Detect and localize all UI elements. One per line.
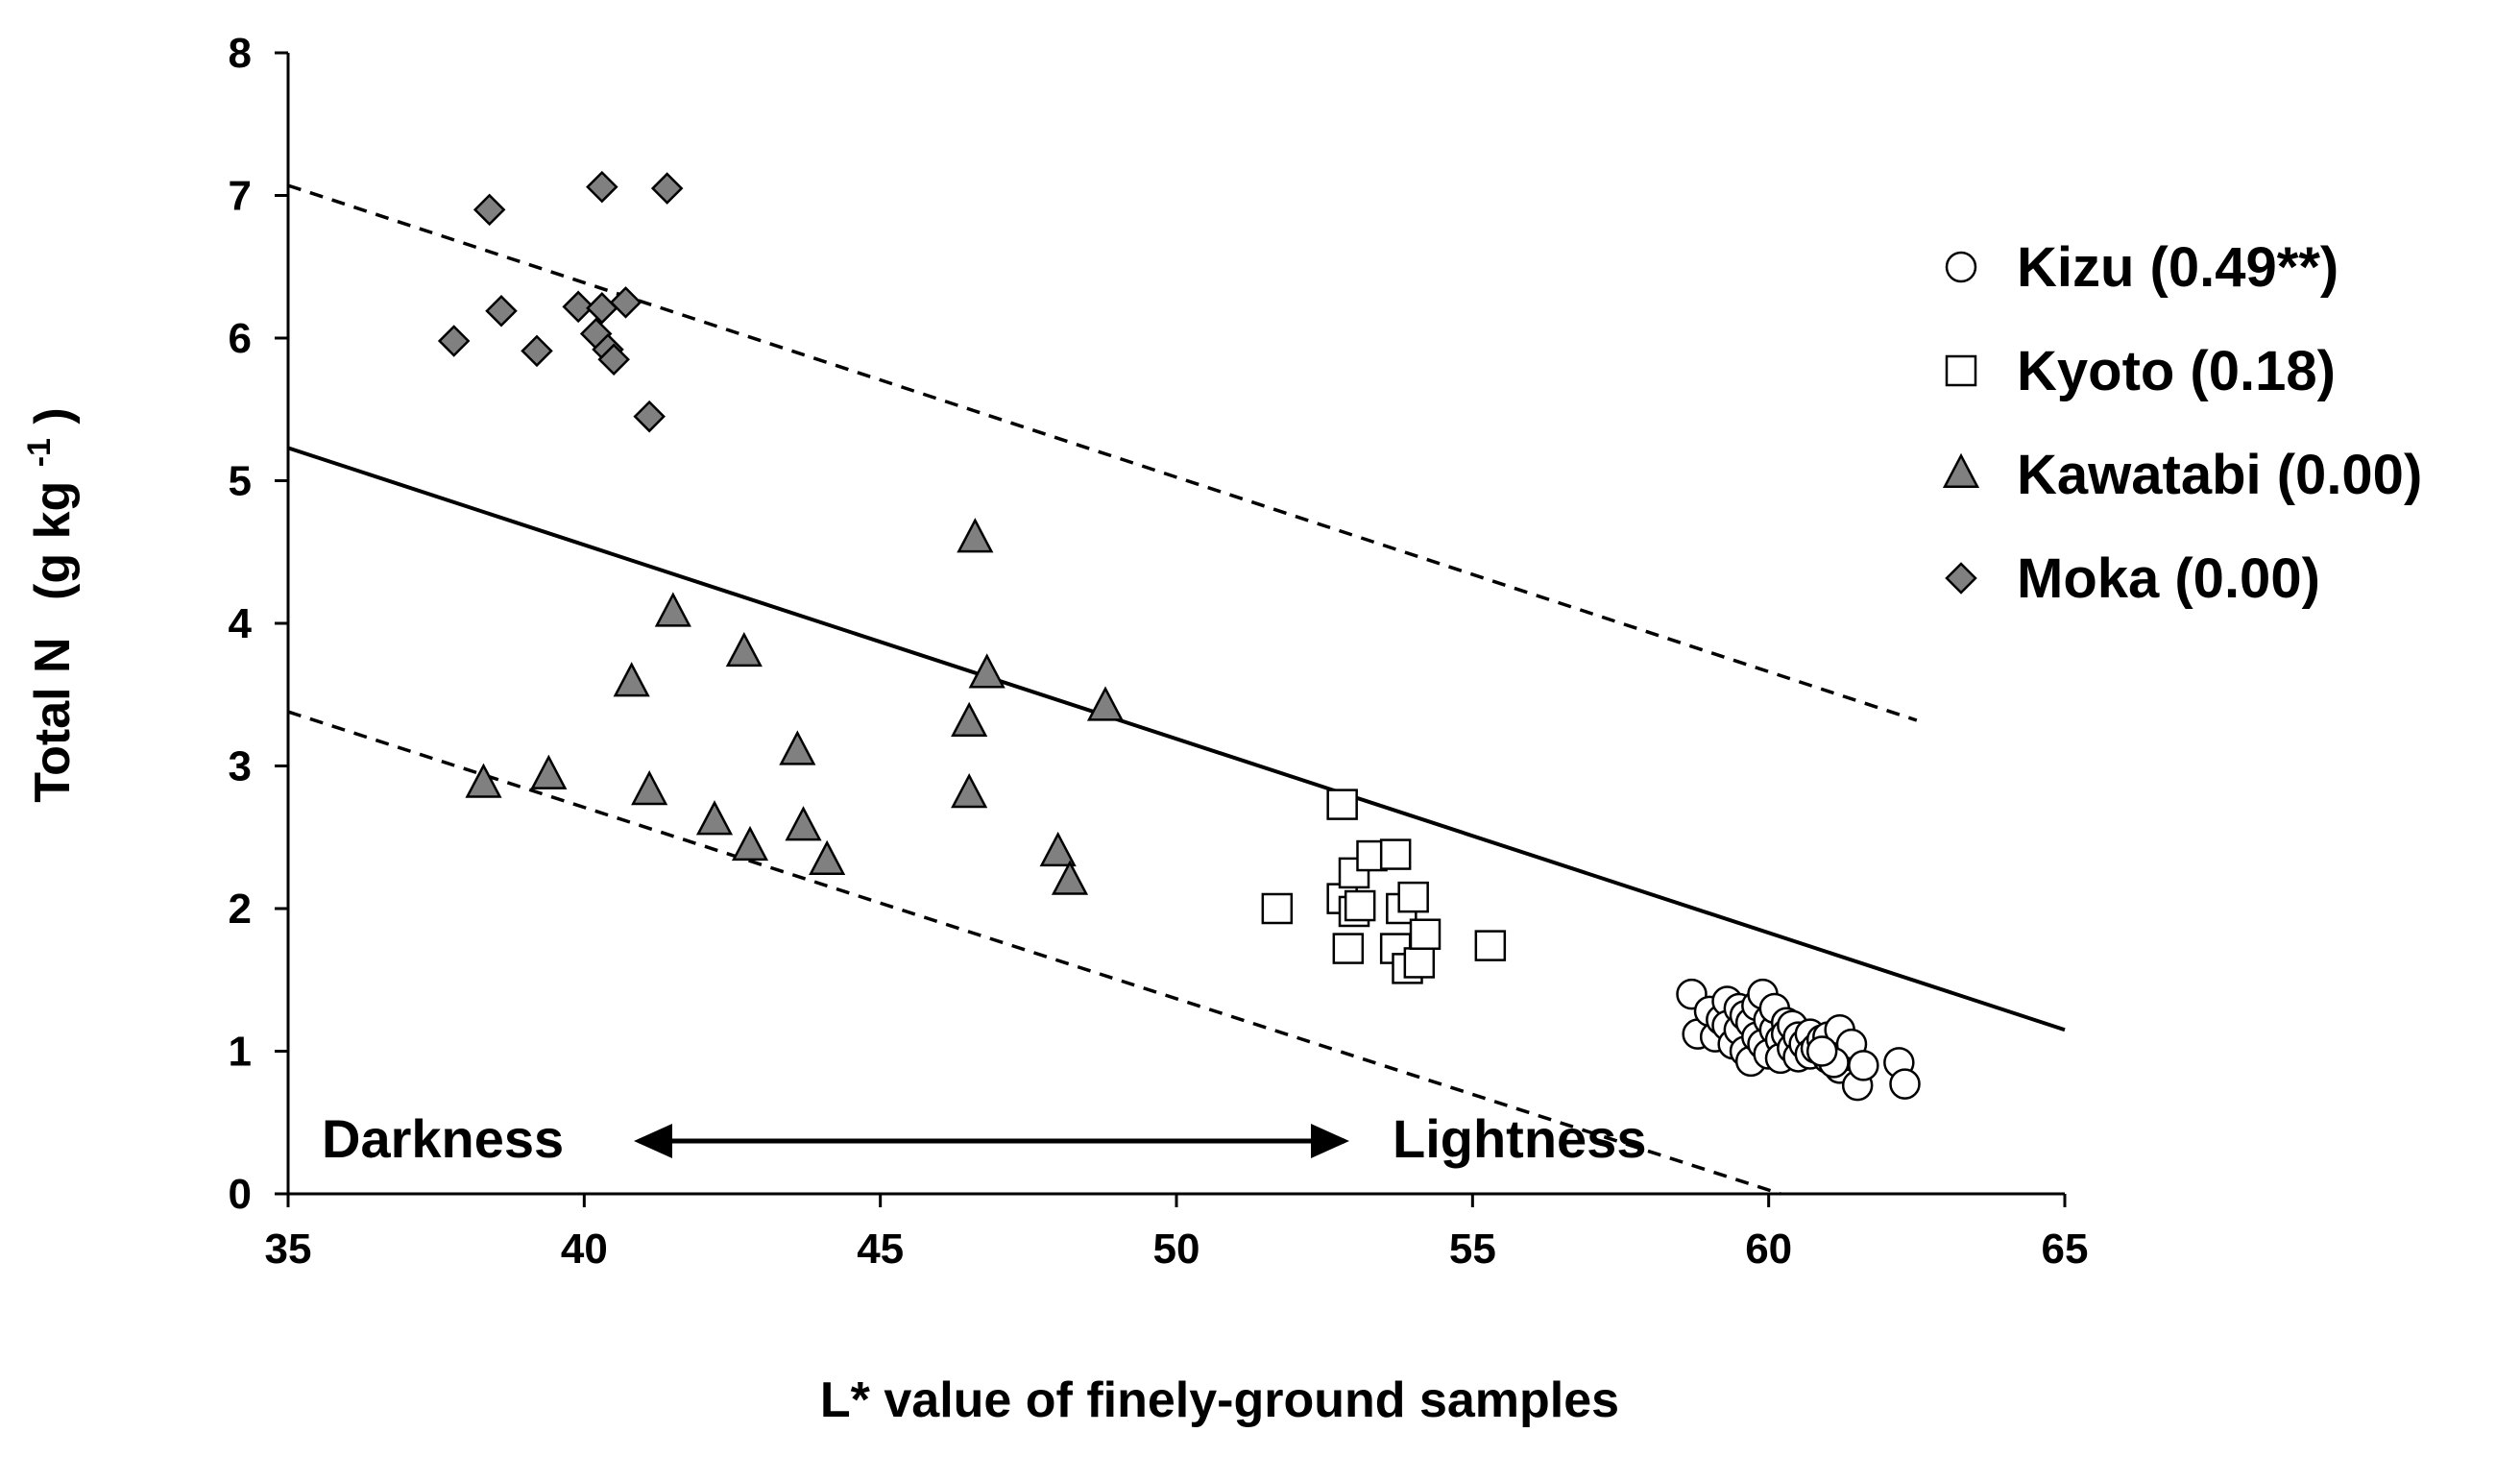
diamond-point [562,290,594,324]
x-tick-label: 50 [1153,1226,1200,1273]
y-tick-label: 0 [229,1171,252,1218]
regression-lines [287,183,2066,1196]
diamond-point [586,170,618,204]
triangle-point [951,772,988,809]
y-tick-label: 1 [229,1029,252,1076]
diamond-point [633,400,666,433]
square-point [1379,838,1412,870]
square-point [1397,881,1429,913]
y-axis-title-close: ) [25,407,81,424]
triangle-point [613,662,650,697]
x-tick-label: 45 [857,1226,904,1273]
triangle-legend-icon [1942,452,1980,488]
square-point [1474,930,1507,961]
x-tick-label: 65 [2042,1226,2089,1273]
y-tick-label: 4 [229,600,253,647]
confidence-line [287,183,1918,722]
y-tick-label: 8 [229,30,252,77]
triangle-point [731,825,769,862]
diamond-point [650,172,684,205]
arrow-head-left-icon [634,1124,672,1158]
diamond-point [437,325,471,357]
triangle-point [631,769,668,806]
darkness-label: Darkness [322,1108,564,1169]
triangle-point [1039,831,1077,867]
triangle-point [465,763,502,798]
svg-text:Total N (g kg -1: Total N (g kg -1 ) [6,407,81,803]
circle-point [1805,1035,1838,1067]
diamond-point [521,334,553,368]
legend-label: Kizu (0.49**) [2017,236,2338,299]
square-point [1326,789,1358,820]
arrow-head-right-icon [1311,1124,1349,1158]
y-axis-title-exponent: -1 [21,438,58,467]
square-point [1344,889,1376,922]
confidence-line [287,710,1781,1196]
triangle-point [951,701,988,737]
triangle-point [530,754,568,789]
y-tick-label: 7 [229,173,252,220]
y-axis-title: Total N (g kg -1 ) [6,407,81,803]
square-point [1409,918,1442,950]
diamond-point [597,343,630,376]
legend-label: Kawatabi (0.00) [2017,444,2422,506]
diamond-point [609,286,642,319]
legend: Kizu (0.49**) Kyoto (0.18) Kawatabi (0.00)… [1942,236,2422,610]
triangle-point [809,839,846,875]
diamond-point [472,193,506,227]
diamond-point [586,292,618,325]
legend-label: Moka (0.00) [2017,547,2320,610]
square-point [1403,947,1436,979]
diamond-legend-icon [1945,562,1977,595]
triangle-point [957,518,994,553]
diamond-point [485,295,518,328]
x-tick-label: 35 [265,1226,312,1273]
y-tick-label: 6 [229,315,252,362]
triangle-point [968,653,1006,689]
legend-label: Kyoto (0.18) [2017,340,2336,402]
triangle-point [779,730,816,765]
x-axis-title: L* value of finely-ground samples [820,1372,1619,1428]
square-point [1261,892,1294,925]
triangle-point [654,592,691,627]
x-tick-label: 40 [561,1226,608,1273]
data-points [437,170,1921,1102]
x-tick-label: 60 [1745,1226,1792,1273]
square-point [1332,933,1365,964]
triangle-point [1051,860,1089,895]
triangle-point [1086,686,1125,721]
y-tick-label: 3 [229,743,252,790]
regression-line [287,446,2066,1032]
square-legend-icon [1945,354,1977,387]
circle-legend-icon [1945,251,1977,283]
y-tick-label: 2 [229,886,252,933]
circle-point [1889,1068,1921,1100]
circle-point [1848,1050,1879,1081]
darkness-lightness-annotation: Darkness Lightness [322,1108,1646,1169]
triangle-point [785,806,822,841]
y-tick-label: 5 [229,458,252,505]
triangle-point [725,631,763,668]
y-axis-title-unit: (g kg [25,481,81,600]
triangle-point [695,800,734,836]
y-axis-title-main: Total N [25,637,81,802]
lightness-label: Lightness [1393,1108,1646,1169]
x-tick-label: 55 [1449,1226,1496,1273]
